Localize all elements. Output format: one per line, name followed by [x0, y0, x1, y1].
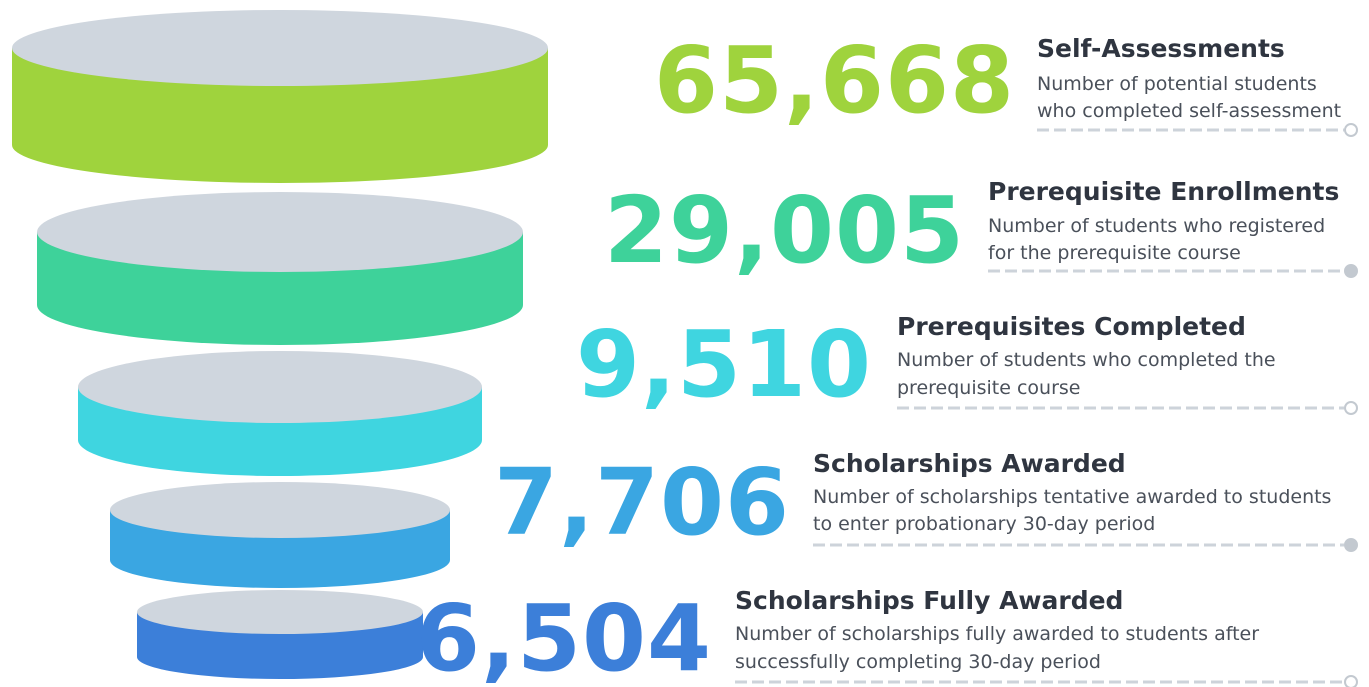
stage-description: to enter probationary 30-day period [813, 513, 1155, 535]
stage-title: Self-Assessments [1037, 34, 1285, 63]
funnel-disc-top [37, 192, 523, 272]
divider-dot [1345, 265, 1357, 277]
stage-description: Number of students who completed the [897, 349, 1276, 371]
divider-dot [1345, 539, 1357, 551]
stage-description: Number of students who registered [988, 215, 1325, 237]
divider-dot [1345, 676, 1357, 687]
stage-value: 6,504 [416, 585, 712, 687]
stage-description: Number of scholarships fully awarded to … [735, 623, 1259, 645]
stage-description: Number of scholarships tentative awarded… [813, 486, 1331, 508]
stage-title: Scholarships Fully Awarded [735, 586, 1123, 615]
stage-value: 65,668 [654, 27, 1015, 134]
divider-dot [1345, 402, 1357, 414]
funnel-infographic: 65,668 Self-Assessments Number of potentia… [0, 0, 1369, 687]
funnel-disc-top [110, 482, 450, 538]
stage-description: successfully completing 30-day period [735, 651, 1101, 673]
stage-value: 7,706 [494, 449, 790, 556]
stage-description: Number of potential students [1037, 73, 1317, 95]
funnel-disc-top [137, 590, 423, 634]
stage-value: 29,005 [604, 177, 965, 284]
divider-dot [1345, 124, 1357, 136]
funnel-disc-top [78, 351, 482, 423]
stage-value: 9,510 [576, 311, 872, 418]
stage-title: Prerequisites Completed [897, 312, 1246, 341]
stage-description: for the prerequisite course [988, 242, 1241, 264]
stage-title: Prerequisite Enrollments [988, 177, 1339, 206]
stage-description: prerequisite course [897, 377, 1080, 399]
stage-description: who completed self-assessment [1037, 100, 1341, 122]
funnel-disc-top [12, 10, 548, 86]
stage-title: Scholarships Awarded [813, 449, 1126, 478]
